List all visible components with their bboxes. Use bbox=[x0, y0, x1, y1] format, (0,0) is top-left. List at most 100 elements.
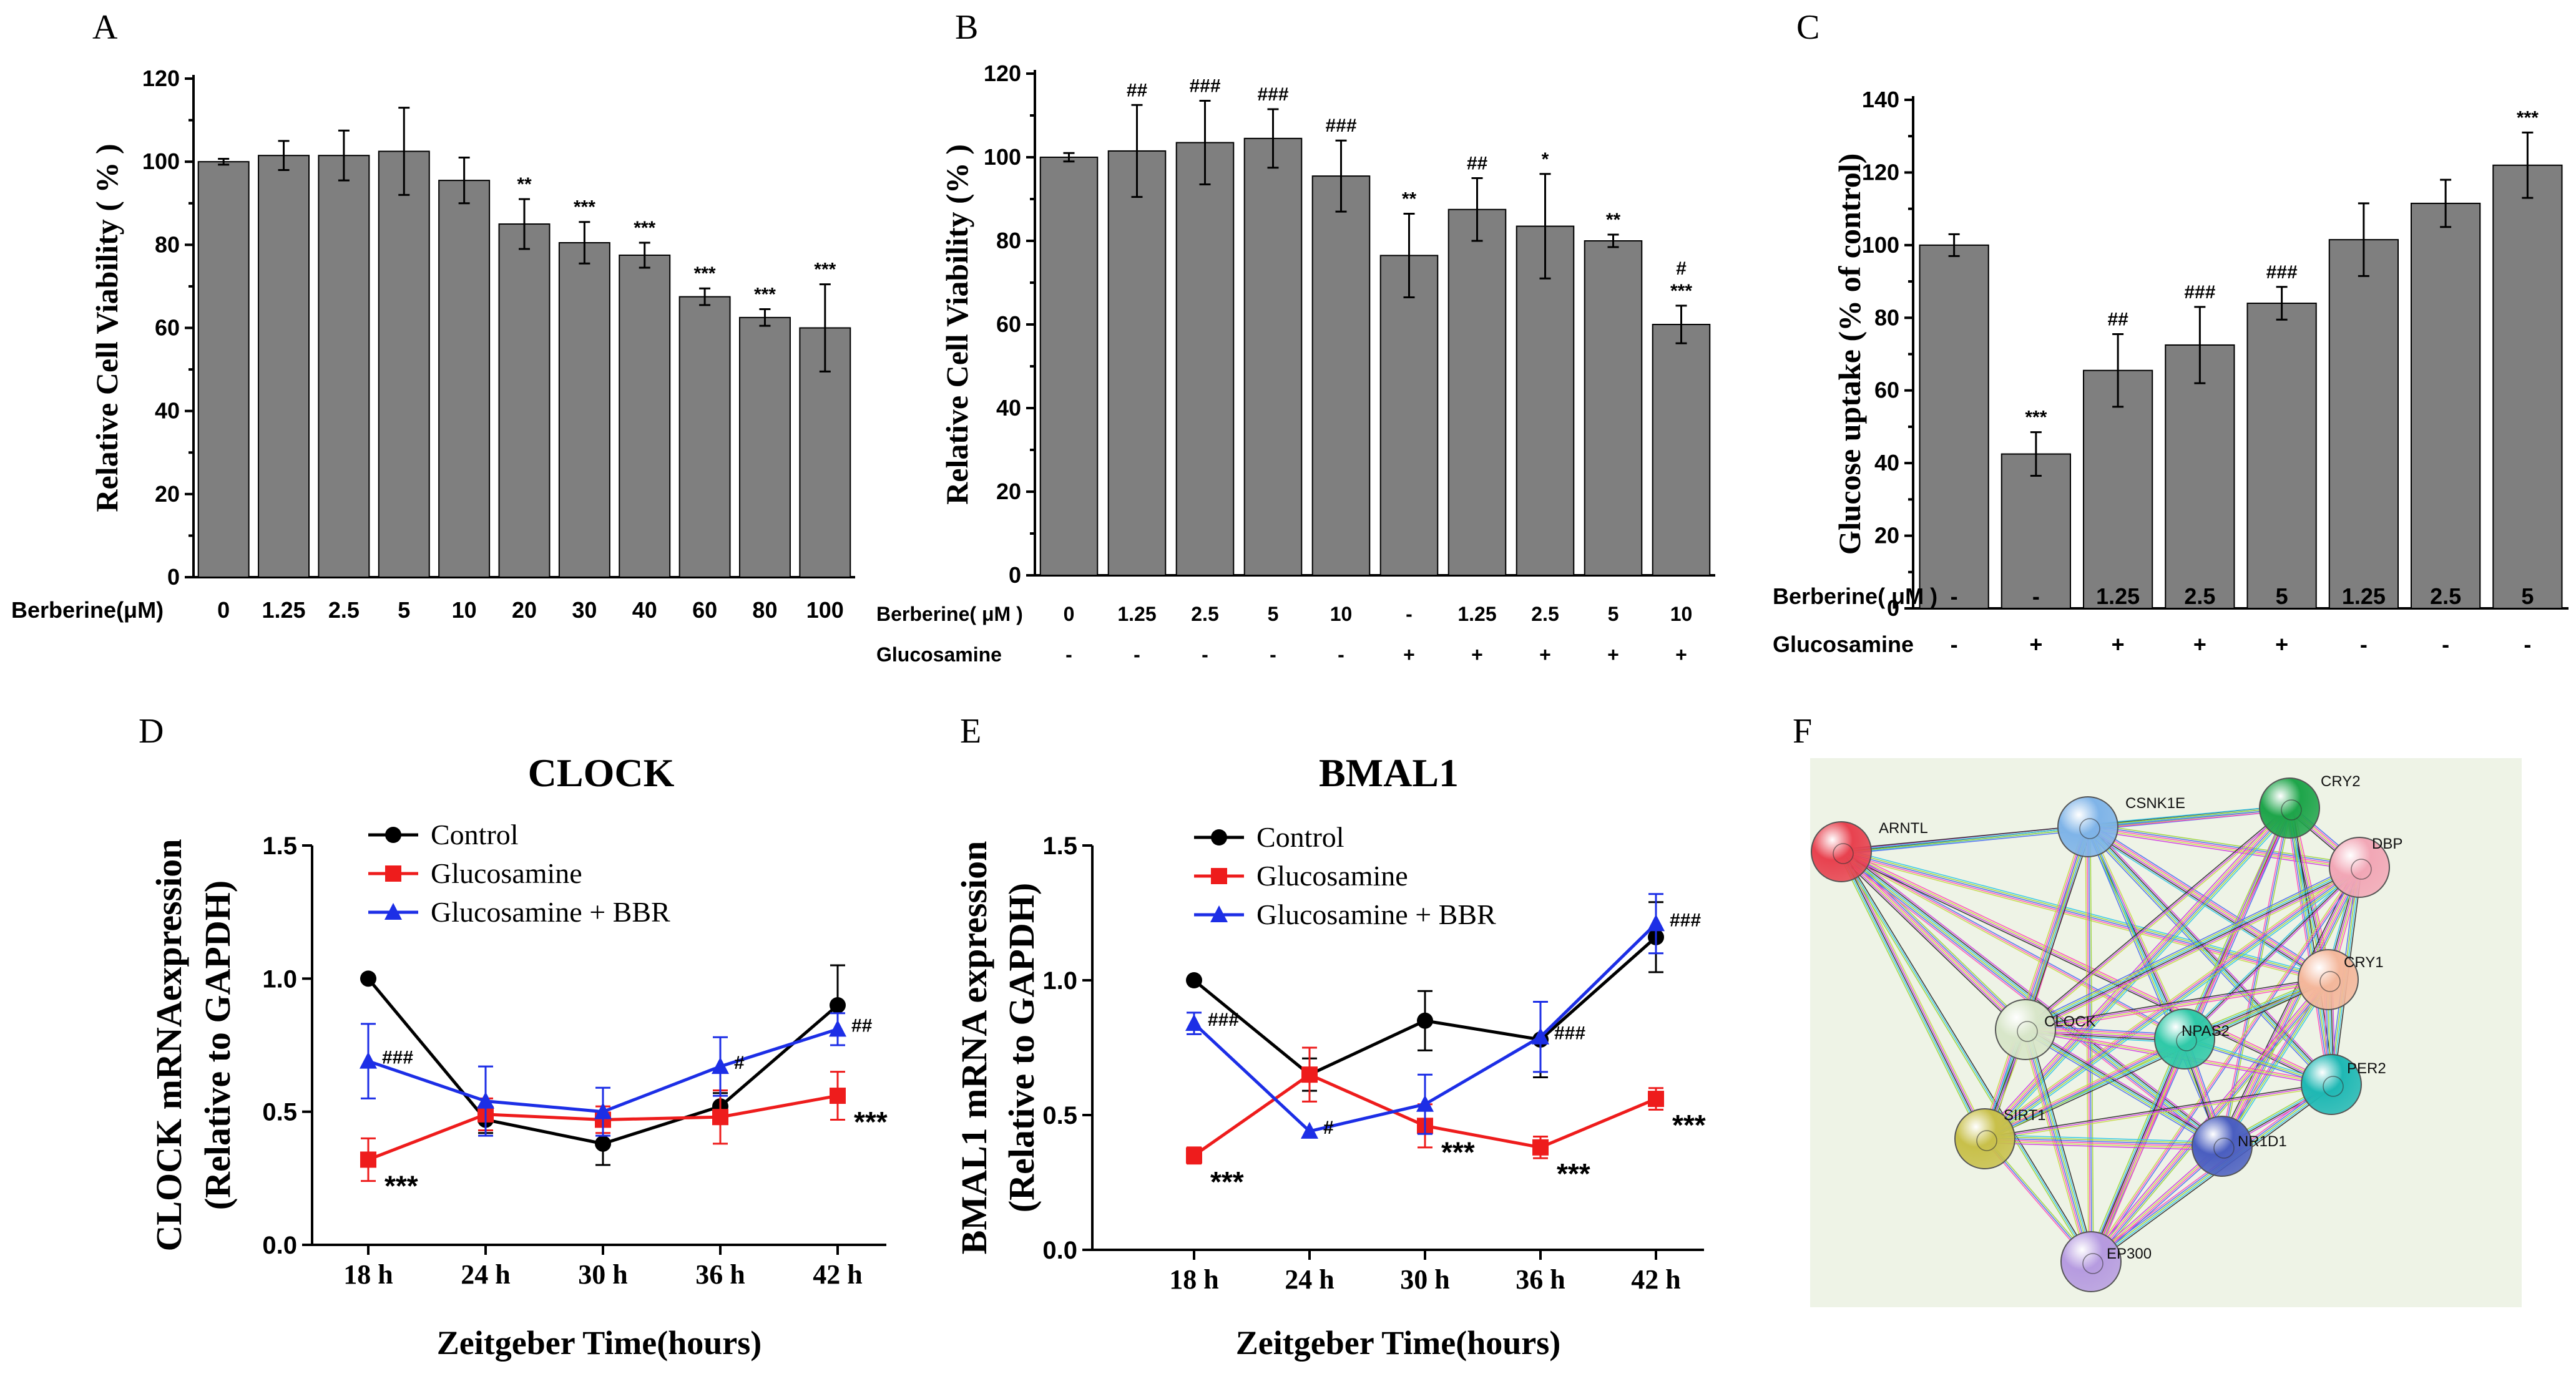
significance-label: # bbox=[1323, 1118, 1334, 1138]
network-edge bbox=[2223, 980, 2331, 1148]
network-edge bbox=[1841, 851, 2092, 1262]
x-condition-label: 5 bbox=[1608, 603, 1619, 625]
row-label: Berberine(μM) bbox=[11, 597, 164, 623]
significance-label: *** bbox=[814, 260, 836, 280]
network-edge bbox=[1982, 826, 2087, 1139]
data-point bbox=[830, 997, 846, 1013]
x-tick-label: 5 bbox=[398, 597, 410, 623]
data-point bbox=[360, 970, 376, 987]
chart-e: E BMAL1 0.0 0.5 1.0 1.5 18 h 24 h 30 h 36 h 42 h Ze… bbox=[954, 712, 1706, 1362]
data-point bbox=[830, 1088, 846, 1104]
network-edge bbox=[2289, 807, 2332, 1085]
x-condition-label: - bbox=[1338, 643, 1344, 666]
network-node bbox=[2060, 1231, 2122, 1292]
network-edge bbox=[1840, 854, 2328, 983]
significance-label: ** bbox=[1606, 210, 1621, 230]
network-edge bbox=[1841, 851, 2185, 1040]
network-edge bbox=[2027, 1026, 2225, 1144]
significance-label: *** bbox=[2025, 407, 2047, 428]
network-edge bbox=[1842, 850, 2093, 1262]
network-edge bbox=[2225, 869, 2364, 1149]
network-edge bbox=[2088, 1038, 2183, 1261]
x-condition-label: - bbox=[1406, 603, 1413, 625]
y-tick-label: 140 bbox=[1862, 87, 1899, 112]
x-condition-label: - bbox=[1065, 643, 1072, 666]
x-condition-label: - bbox=[2524, 631, 2531, 657]
panel-c: C 0 20 40 60 80 100 120 140 Glucose uptake (% of … bbox=[1723, 0, 2576, 686]
data-point bbox=[1532, 1139, 1549, 1156]
data-point bbox=[1301, 1121, 1318, 1139]
y-tick-label: 100 bbox=[1862, 232, 1899, 258]
row-label: Glucosamine bbox=[1773, 631, 1914, 657]
network-edge bbox=[1984, 977, 2328, 1138]
network-edge bbox=[2023, 1031, 2221, 1150]
y-axis-label: Relative Cell Viability (% ) bbox=[939, 144, 974, 505]
chart-title: BMAL1 bbox=[1319, 751, 1459, 795]
row-label: Glucosamine bbox=[876, 643, 1002, 666]
panel-e: E BMAL1 0.0 0.5 1.0 1.5 18 h 24 h 30 h 36 h 42 h Ze… bbox=[918, 693, 1779, 1376]
x-tick-label: 24 h bbox=[461, 1259, 510, 1290]
x-condition-label: - bbox=[1270, 643, 1276, 666]
x-condition-label: + bbox=[2193, 631, 2206, 657]
x-condition-label: 5 bbox=[2276, 583, 2288, 609]
x-condition-label: - bbox=[1951, 631, 1958, 657]
network-edge bbox=[1985, 1039, 2185, 1140]
x-tick-label: 18 h bbox=[343, 1259, 393, 1290]
network-node-label: CRY1 bbox=[2344, 954, 2384, 971]
node-structure-glyph bbox=[2017, 1021, 2038, 1042]
significance-label: *** bbox=[854, 1106, 888, 1138]
network-edge bbox=[1984, 865, 2359, 1138]
bar bbox=[1175, 142, 1235, 577]
network-edge bbox=[1984, 979, 2329, 1139]
chart-c: C 0 20 40 60 80 100 120 140 Glucose uptake (% of … bbox=[1773, 8, 2569, 657]
x-condition-label: + bbox=[2275, 631, 2288, 657]
x-tick-label: 30 bbox=[572, 597, 597, 623]
y-axis-label: (Relative to GAPDH) bbox=[1001, 883, 1042, 1212]
bar bbox=[2246, 303, 2317, 609]
network-edge bbox=[2090, 867, 2360, 1262]
network-node bbox=[1811, 821, 1872, 882]
bar bbox=[558, 242, 610, 578]
network-edge bbox=[2025, 867, 2360, 1031]
network-edge bbox=[2086, 828, 2328, 982]
y-tick-label: 80 bbox=[155, 231, 180, 257]
x-condition-label: 1.25 bbox=[1117, 603, 1156, 625]
row-label: Berberine( μM ) bbox=[1773, 583, 1937, 609]
significance-label: ### bbox=[1554, 1023, 1585, 1044]
x-condition-label: + bbox=[1607, 643, 1619, 666]
panel-a: A 0 20 40 60 80 100 120 Relative Cell Viability … bbox=[0, 0, 868, 661]
network-edge bbox=[2094, 1040, 2189, 1264]
network-edge bbox=[2223, 868, 2363, 1148]
y-tick-label: 1.0 bbox=[262, 965, 297, 993]
node-structure-glyph bbox=[2281, 799, 2302, 821]
network-node-label: ARNTL bbox=[1879, 820, 1928, 837]
network-edge bbox=[2087, 1037, 2182, 1260]
network-edge bbox=[1985, 1085, 2332, 1141]
significance-label: ### bbox=[1257, 84, 1288, 105]
x-tick-label: 80 bbox=[752, 597, 777, 623]
significance-label: # bbox=[1676, 258, 1687, 279]
network-edge bbox=[2088, 808, 2290, 829]
data-point bbox=[1648, 1091, 1664, 1108]
data-point bbox=[385, 865, 401, 882]
network-node-label: CRY2 bbox=[2321, 773, 2361, 790]
data-point bbox=[1186, 1147, 1202, 1164]
network-edge bbox=[1839, 853, 2024, 1032]
bar bbox=[678, 296, 731, 578]
y-axis-label: BMAL1 mRNA expression bbox=[954, 841, 994, 1255]
x-condition-label: 10 bbox=[1670, 603, 1693, 625]
node-structure-glyph bbox=[2082, 1253, 2103, 1274]
x-condition-label: 2.5 bbox=[2184, 583, 2215, 609]
network-edge bbox=[2024, 806, 2289, 1029]
network-edge bbox=[2025, 866, 2359, 1030]
significance-label: ### bbox=[1670, 910, 1701, 930]
network-edge bbox=[1842, 849, 2333, 1083]
network-node-label: NR1D1 bbox=[2238, 1133, 2287, 1150]
network-edge bbox=[1839, 853, 2331, 1088]
network-edge bbox=[1838, 852, 1983, 1141]
network-edge bbox=[1981, 805, 2287, 1137]
panel-letter: A bbox=[92, 8, 118, 47]
significance-label: *** bbox=[1210, 1166, 1244, 1198]
y-tick-label: 0.0 bbox=[1042, 1237, 1077, 1264]
data-point bbox=[1186, 972, 1202, 988]
